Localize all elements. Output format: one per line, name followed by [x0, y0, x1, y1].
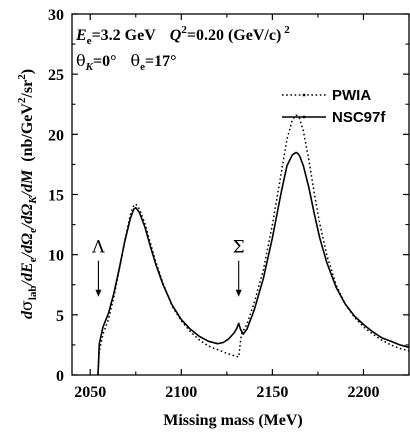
legend-label-pwia: PWIA — [332, 87, 371, 104]
marker-label: Λ — [91, 238, 105, 258]
y-tick-label: 5 — [56, 308, 64, 325]
y-tick-label: 25 — [48, 67, 64, 84]
annotation-energy-q2: Ee=3.2 GeV Q2=0.20 (GeV/c) 2 — [75, 24, 290, 47]
y-tick-label: 15 — [48, 188, 64, 205]
marker-arrow-head — [235, 289, 242, 297]
x-axis-title: Missing mass (MeV) — [163, 412, 303, 429]
y-tick-label: 20 — [48, 127, 64, 144]
x-tick-label: 2200 — [347, 384, 379, 401]
x-tick-label: 2100 — [165, 384, 197, 401]
x-tick-label: 2150 — [256, 384, 288, 401]
x-tick-label: 2050 — [74, 384, 106, 401]
legend-marker-pwia — [302, 93, 306, 97]
annotation-angles: θK=0° θe=17° — [76, 51, 177, 73]
y-tick-label: 30 — [48, 7, 64, 24]
series-layer — [97, 114, 410, 376]
y-tick-label: 0 — [56, 368, 64, 385]
legend-marker-nsc97f — [302, 115, 306, 119]
legend: PWIA NSC97f — [282, 87, 386, 126]
y-axis-title: dσlab/dEe/dΩe/dΩK/dM(nb/GeV2/sr2) — [16, 69, 39, 319]
series-line-nsc97f — [97, 151, 410, 376]
marker-arrow-head — [95, 289, 102, 297]
marker-label: Σ — [233, 238, 245, 258]
axis-ticks — [72, 13, 410, 376]
y-tick-label: 10 — [48, 248, 64, 265]
series-line-pwia — [97, 114, 410, 376]
tick-labels: 2050 2100 2150 2200 0 5 10 15 20 25 30 — [48, 7, 379, 401]
legend-label-nsc97f: NSC97f — [332, 109, 386, 126]
